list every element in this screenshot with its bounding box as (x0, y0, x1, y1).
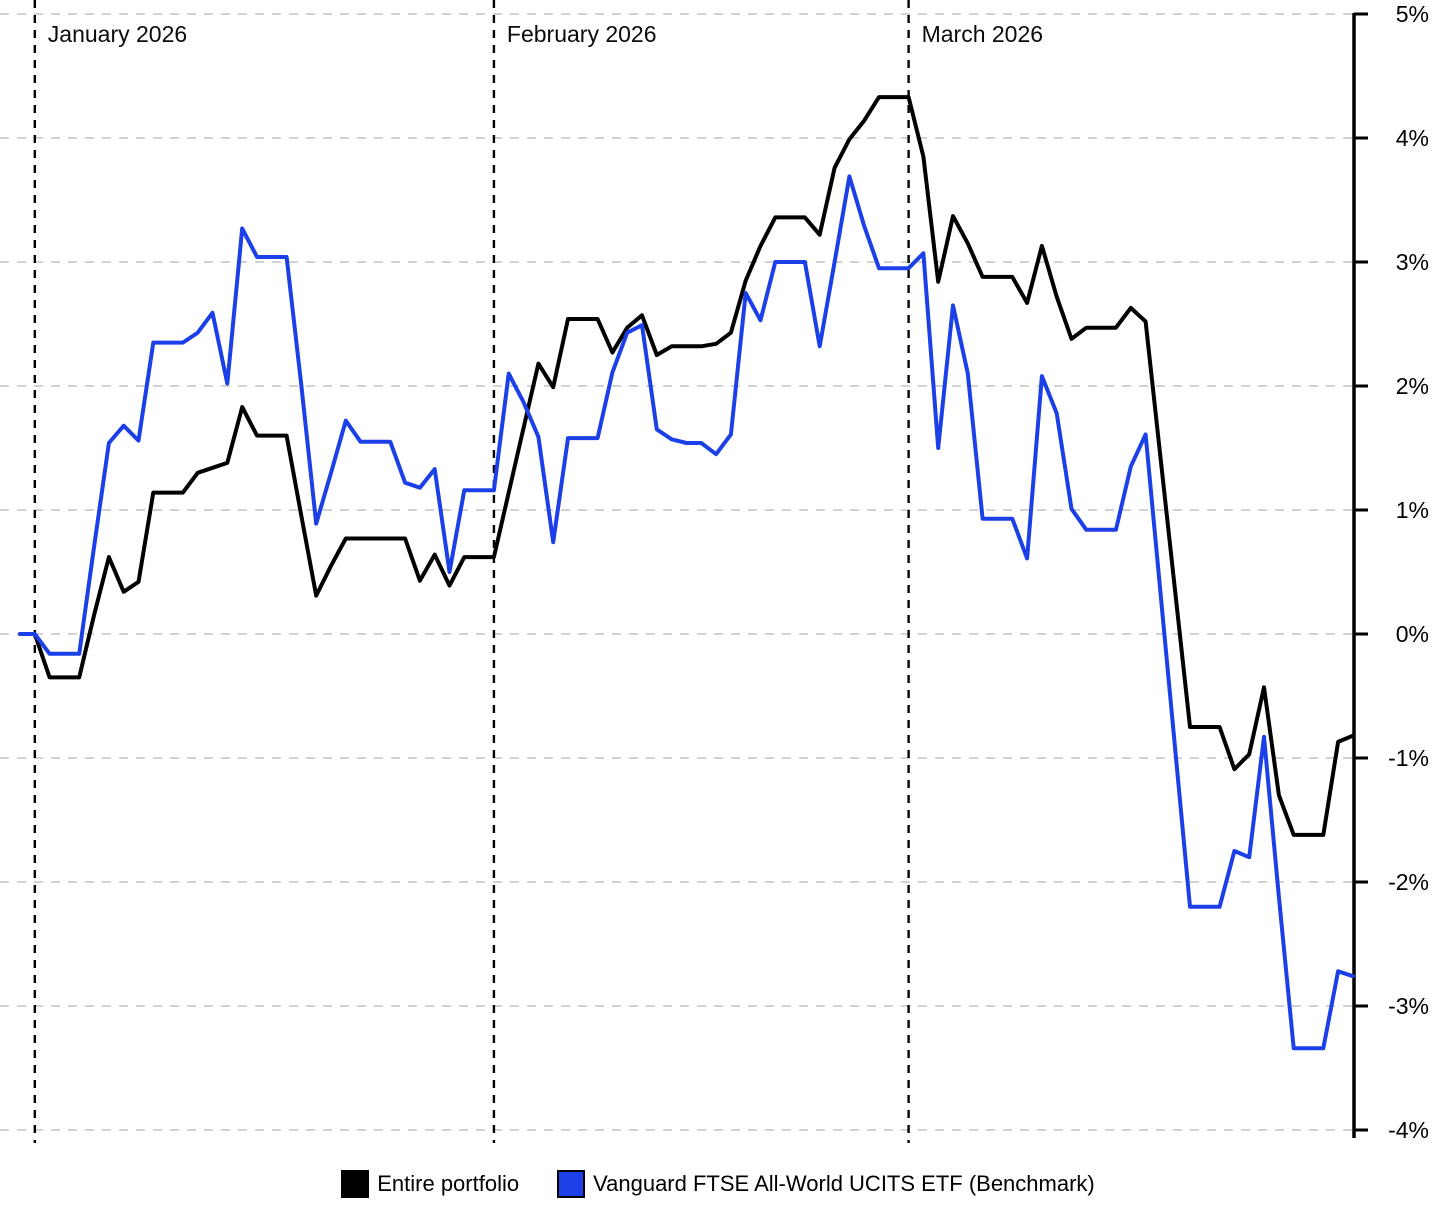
performance-chart: January 2026 February 2026 March 2026 5% 4% 3… (0, 0, 1429, 1143)
month-label: February 2026 (507, 21, 657, 47)
y-axis-tick-label: 1% (1396, 497, 1429, 523)
y-axis-tick-label: 5% (1396, 1, 1429, 27)
legend-label-entire-portfolio: Entire portfolio (377, 1171, 520, 1196)
legend-item-benchmark[interactable]: Vanguard FTSE All-World UCITS ETF (Bench… (557, 1170, 1095, 1198)
series-line-entire-portfolio[interactable] (18, 95, 1355, 837)
chart-canvas: January 2026 February 2026 March 2026 5% 4% 3… (0, 0, 1429, 1143)
y-axis-tick-label: 2% (1396, 373, 1429, 399)
legend-label-benchmark: Vanguard FTSE All-World UCITS ETF (Bench… (593, 1171, 1095, 1196)
legend-item-entire-portfolio[interactable]: Entire portfolio (341, 1170, 519, 1198)
legend-swatch-entire-portfolio (341, 1170, 370, 1198)
series-line-benchmark[interactable] (18, 174, 1355, 1051)
y-axis-tick-label: 3% (1396, 249, 1429, 275)
month-label: January 2026 (48, 21, 187, 47)
y-axis-tick-label: 0% (1396, 621, 1429, 647)
y-axis-tick-label: -1% (1388, 745, 1429, 771)
chart-legend: Entire portfolio Vanguard FTSE All-World… (0, 1152, 1436, 1216)
y-axis-tick-label: -2% (1388, 869, 1429, 895)
y-axis-tick-label: 4% (1396, 125, 1429, 151)
legend-swatch-benchmark (557, 1170, 586, 1198)
y-axis-tick-label: -4% (1388, 1117, 1429, 1143)
y-axis-tick-label: -3% (1388, 993, 1429, 1019)
month-label: March 2026 (922, 21, 1043, 47)
